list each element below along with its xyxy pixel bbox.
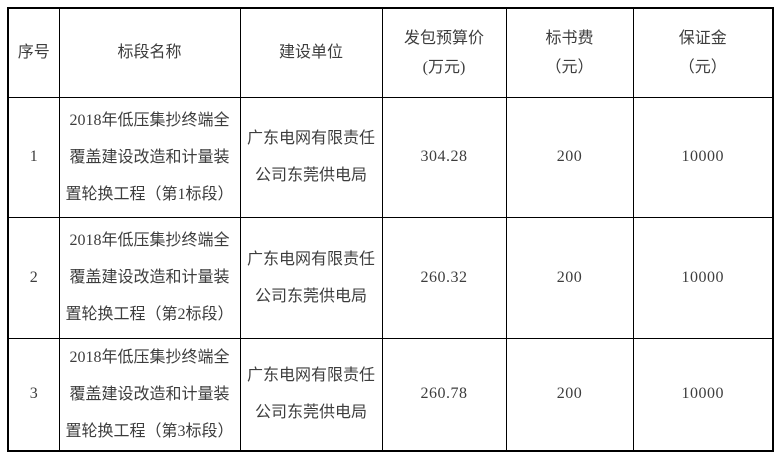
- cell-index: 3: [7, 337, 60, 451]
- cell-index: 2: [7, 216, 60, 339]
- header-row: 序号 标段名称 建设单位 发包预算价 (万元) 标书费 （元） 保证金: [7, 7, 774, 98]
- cell-construction-unit: 广东电网有限责任公司东莞供电局: [239, 337, 383, 451]
- header-col-construction-unit: 建设单位: [239, 7, 383, 98]
- header-label: 建设单位: [278, 44, 343, 62]
- cell-section-name: 2018年低压集抄终端全覆盖建设改造和计量装置轮换工程（第3标段）: [58, 337, 241, 451]
- cell-deposit: 10000: [632, 216, 774, 339]
- cell-bid-doc-fee: 200: [505, 216, 634, 339]
- cell-construction-unit: 广东电网有限责任公司东莞供电局: [239, 216, 383, 339]
- cell-budget: 260.78: [381, 337, 507, 451]
- header-unit-label: （元）: [678, 58, 727, 76]
- table-row: 1 2018年低压集抄终端全覆盖建设改造和计量装置轮换工程（第1标段） 广东电网…: [7, 96, 774, 218]
- header-unit-label: （元）: [545, 58, 594, 76]
- header-col-bid-doc-fee: 标书费 （元）: [505, 7, 634, 98]
- cell-bid-doc-fee: 200: [505, 337, 634, 451]
- cell-index: 1: [7, 96, 60, 218]
- table-row: 3 2018年低压集抄终端全覆盖建设改造和计量装置轮换工程（第3标段） 广东电网…: [7, 337, 774, 451]
- cell-budget: 260.32: [381, 216, 507, 339]
- cell-section-name: 2018年低压集抄终端全覆盖建设改造和计量装置轮换工程（第1标段）: [58, 96, 241, 218]
- cell-section-name: 2018年低压集抄终端全覆盖建设改造和计量装置轮换工程（第2标段）: [58, 216, 241, 339]
- header-col-index: 序号: [7, 7, 60, 98]
- header-col-section-name: 标段名称: [58, 7, 241, 98]
- header-label: 标书费: [545, 29, 594, 47]
- cell-construction-unit: 广东电网有限责任公司东莞供电局: [239, 96, 383, 218]
- table-row: 2 2018年低压集抄终端全覆盖建设改造和计量装置轮换工程（第2标段） 广东电网…: [7, 216, 774, 339]
- header-label: 发包预算价: [403, 29, 484, 47]
- cell-deposit: 10000: [632, 337, 774, 451]
- header-col-budget: 发包预算价 (万元): [381, 7, 507, 98]
- header-label: 序号: [17, 44, 50, 62]
- header-label: 标段名称: [117, 44, 182, 62]
- header-unit-label: (万元): [422, 58, 466, 76]
- cell-deposit: 10000: [632, 96, 774, 218]
- cell-budget: 304.28: [381, 96, 507, 218]
- header-col-deposit: 保证金 （元）: [632, 7, 774, 98]
- header-label: 保证金: [678, 29, 727, 47]
- bid-sections-table: 序号 标段名称 建设单位 发包预算价 (万元) 标书费 （元） 保证金: [7, 7, 774, 452]
- cell-bid-doc-fee: 200: [505, 96, 634, 218]
